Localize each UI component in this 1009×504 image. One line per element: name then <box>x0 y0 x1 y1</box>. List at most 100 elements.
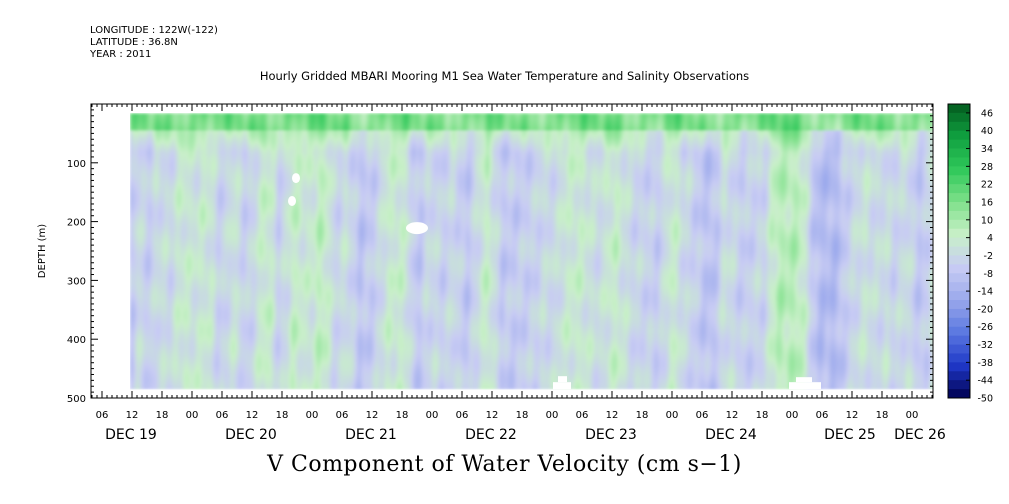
y-tick-label: 400 <box>67 335 86 346</box>
x-tick-label: 00 <box>786 410 799 421</box>
colorbar-bin <box>948 317 970 328</box>
colorbar-bin <box>948 264 970 274</box>
day-label: DEC 21 <box>345 427 397 443</box>
y-axis-label: DEPTH (m) <box>37 224 48 278</box>
y-tick-label: 200 <box>67 218 86 229</box>
colorbar-bin <box>948 255 970 265</box>
colorbar-bin <box>948 157 970 167</box>
x-tick-label: 00 <box>666 410 679 421</box>
colorbar-bin <box>948 326 970 337</box>
colorbar-bin <box>948 282 970 292</box>
x-tick-label: 06 <box>216 410 229 421</box>
day-label: DEC 23 <box>585 427 637 443</box>
colorbar-bin <box>948 344 970 354</box>
x-tick-label: 18 <box>396 410 409 421</box>
colorbar-label: -26 <box>977 322 993 333</box>
colorbar-bin <box>948 121 970 132</box>
colorbar-label: -38 <box>977 358 993 369</box>
colorbar-frame <box>947 103 971 399</box>
colorbar-bin <box>948 246 970 256</box>
colorbar-bin <box>948 335 970 345</box>
colorbar-label: -44 <box>977 376 993 387</box>
x-tick-label: 12 <box>606 410 619 421</box>
gap-patch <box>796 377 812 383</box>
day-label: DEC 25 <box>824 427 876 443</box>
day-label: DEC 26 <box>894 427 946 443</box>
x-tick-label: 12 <box>246 410 259 421</box>
colorbar-label: 46 <box>981 108 993 119</box>
colorbar-bin <box>948 219 970 230</box>
y-tick-label: 100 <box>67 159 86 170</box>
colorbar-bin <box>948 308 970 319</box>
colorbar-bin <box>948 148 970 158</box>
colorbar-label: 34 <box>981 144 993 155</box>
x-tick-label: 06 <box>96 410 109 421</box>
heatmap-image <box>130 113 933 390</box>
y-tick-label: 300 <box>67 276 86 287</box>
colorbar-label: 16 <box>981 198 993 209</box>
day-label: DEC 19 <box>105 427 157 443</box>
x-tick-label: 00 <box>306 410 319 421</box>
x-tick-label: 12 <box>486 410 499 421</box>
x-tick-label: 18 <box>276 410 289 421</box>
y-tick-label: 500 <box>67 394 86 405</box>
x-tick-label: 12 <box>846 410 859 421</box>
colorbar-label: 28 <box>981 162 993 173</box>
day-label: DEC 20 <box>225 427 277 443</box>
colorbar-label: -8 <box>984 269 993 280</box>
year-label: YEAR : 2011 <box>90 49 152 60</box>
x-tick-label: 18 <box>516 410 529 421</box>
gap-patch <box>288 196 296 207</box>
colorbar-bin <box>948 371 970 381</box>
colorbar-label: -2 <box>984 251 993 262</box>
colorbar-bin <box>948 362 970 372</box>
gap-patch <box>553 382 571 390</box>
colorbar-label: -32 <box>977 340 993 351</box>
colorbar-bin <box>948 202 970 212</box>
x-tick-label: 00 <box>186 410 199 421</box>
colorbar-bin <box>948 389 970 399</box>
colorbar-bin <box>948 228 970 239</box>
colorbar: 46 40 34 28 22 16 10 4 -2 -8 -14 -20 -26 -32 -38 -44 -50 <box>947 103 993 405</box>
colorbar-bin <box>948 184 970 194</box>
colorbar-bin <box>948 273 970 283</box>
x-tick-label: 18 <box>876 410 889 421</box>
heatmap-field <box>130 113 933 390</box>
colorbar-bin <box>948 193 970 203</box>
colorbar-label: 22 <box>981 180 993 191</box>
colorbar-bin <box>948 380 970 390</box>
colorbar-label: 10 <box>981 215 993 226</box>
colorbar-label: -20 <box>977 304 993 315</box>
colorbar-bin <box>948 237 970 247</box>
colorbar-label: -50 <box>977 394 993 405</box>
colorbar-bin <box>948 300 970 310</box>
x-tick-label: 06 <box>456 410 469 421</box>
colorbar-bin <box>948 210 970 221</box>
colorbar-bin <box>948 353 970 363</box>
x-tick-label: 12 <box>726 410 739 421</box>
x-tick-label: 06 <box>816 410 829 421</box>
x-tick-label: 18 <box>156 410 169 421</box>
x-tick-label: 06 <box>576 410 589 421</box>
colorbar-label: 4 <box>987 233 993 244</box>
x-tick-label: 00 <box>546 410 559 421</box>
gap-patch <box>292 173 300 184</box>
x-tick-label: 18 <box>756 410 769 421</box>
latitude-label: LATITUDE : 36.8N <box>90 37 178 48</box>
axes: 06 12 18 00 06 12 18 00 06 12 18 00 06 12 18 00 06 12 18 00… <box>67 104 946 443</box>
x-tick-label: 18 <box>636 410 649 421</box>
gap-patch <box>406 222 428 235</box>
colorbar-bin <box>948 291 970 301</box>
chart-title: Hourly Gridded MBARI Mooring M1 Sea Wate… <box>259 69 750 83</box>
colorbar-bin <box>948 139 970 149</box>
x-tick-label: 06 <box>336 410 349 421</box>
x-axis-label: V Component of Water Velocity (cm s−1) <box>267 452 742 477</box>
longitude-label: LONGITUDE : 122W(-122) <box>90 25 218 36</box>
x-tick-label: 00 <box>906 410 919 421</box>
colorbar-label: 40 <box>981 126 993 137</box>
x-tick-label: 00 <box>426 410 439 421</box>
missing-data-patches <box>288 173 821 390</box>
x-tick-label: 12 <box>126 410 139 421</box>
colorbar-bin <box>948 112 970 123</box>
